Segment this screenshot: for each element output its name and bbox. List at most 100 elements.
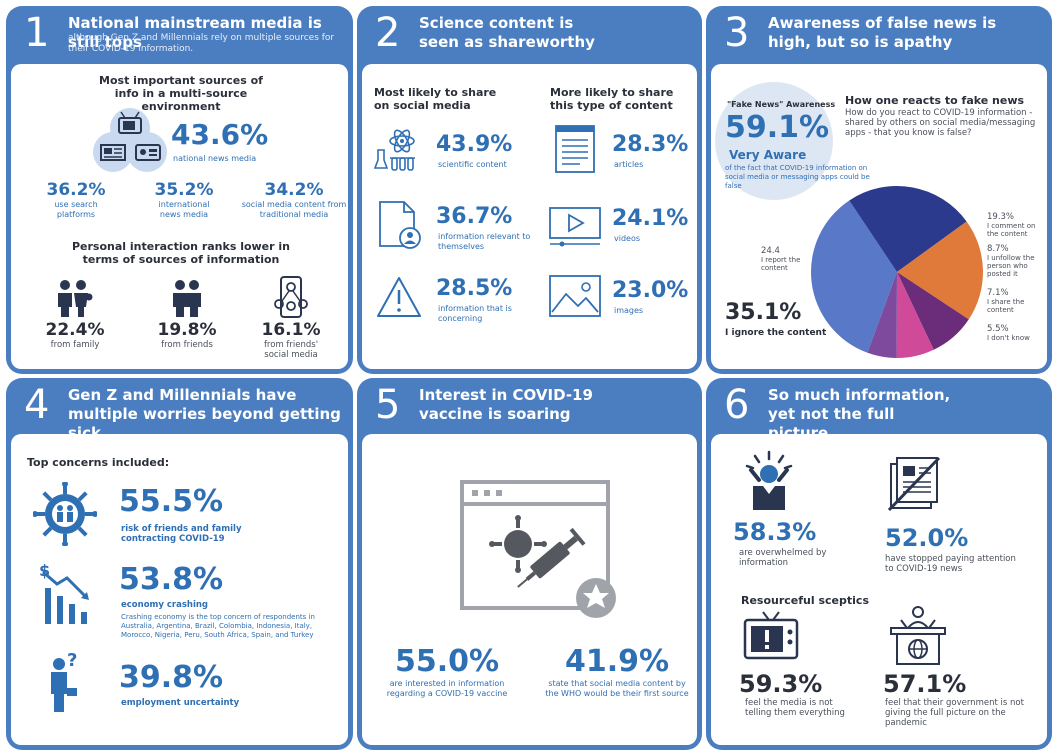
stat-value: 24.1% [612,206,689,231]
stat-value: 19.8% [157,320,217,340]
pie-label-report: 24.4 I report the content [761,246,811,272]
stat-value: 58.3% [733,518,817,546]
science-icon [374,129,415,171]
panel-body: Most likely to share on social media Mor… [362,64,697,369]
panel-number: 2 [375,10,401,56]
stat-label: use search platforms [54,200,98,219]
stat-label: from family [50,340,100,350]
pie-label-value: 19.3% [987,212,1015,222]
panel-body: 55.0% are interested in information rega… [362,434,697,745]
panel-body: Top concerns included: 55.5% risk of fri… [11,434,348,745]
concern-value: 39.8% [119,660,224,695]
article-icon [555,125,595,173]
panel-number: 1 [24,10,50,56]
pie-slice-comment [897,221,983,320]
stat-friends: 19.8% from friends [147,320,227,350]
panel-body: "Fake News" Awareness 59.1% Very Aware o… [711,64,1047,369]
panel-title: So much information, yet not the full pi… [768,386,951,442]
section-heading: Top concerns included: [27,456,170,469]
pie-label-text: I comment on the content [987,222,1036,238]
section-heading: Most important sources of info in a mult… [99,74,263,113]
no-news-icon [887,456,941,512]
column-heading: Most likely to share on social media [374,86,497,112]
stat-label: videos [614,234,641,243]
stat-label: from friends [161,340,213,350]
column-heading: More likely to share this type of conten… [550,86,674,112]
friends-icon [173,280,201,317]
panel-body: Most important sources of info in a mult… [11,64,348,369]
stat-label: articles [614,160,644,169]
stat-value: 22.4% [45,320,105,340]
stat-value: 36.2% [46,180,106,200]
stat-value: 28.3% [612,132,689,157]
image-icon [549,275,601,317]
stat-value: 55.0% [394,644,500,679]
stat-value: 34.2% [264,180,324,200]
stat-label: images [614,306,644,315]
panel-mainstream-media: 1 National mainstream media is still top… [6,6,353,374]
panel-title: Awareness of false news is high, but so … [768,14,997,51]
concern-value: 53.8% [119,562,224,597]
concern-label: economy crashing [121,600,209,610]
stat-value: 35.2% [154,180,214,200]
stat-label: from friends' social media [263,340,319,360]
stat-value: 41.9% [564,644,670,679]
stat-value: 16.1% [261,320,321,340]
stat-label: social media content from traditional me… [241,200,347,219]
stat-label: information relevant to themselves [438,232,531,251]
warning-icon [377,277,421,317]
stat-value: 23.0% [612,278,689,303]
panel-number: 3 [724,10,750,56]
panel-science-content: 2 Science content is seen as shareworthy… [357,6,702,374]
ignore-label: I ignore the content [725,328,827,338]
stat-value: 28.5% [436,276,513,301]
panel-number: 4 [24,382,50,428]
economy-chart-icon: $ [39,562,89,624]
stat-label: state that social media content by the W… [545,679,689,698]
panel-title: Science content is seen as shareworthy [419,14,595,51]
panel-worries: 4 Gen Z and Millennials have multiple wo… [6,378,353,750]
svg-text:?: ? [67,650,77,671]
stat-label: are interested in information regarding … [386,679,508,698]
stat-label: have stopped paying attention to COVID-1… [885,554,1016,574]
stat-value: 52.0% [885,524,969,552]
stat-label: are overwhelmed by information [739,548,827,568]
pie-label-share: 7.1% I share the content [987,288,1047,314]
video-icon [549,207,601,247]
concern-note: Crashing economy is the top concern of r… [121,613,315,639]
tv-alert-icon [743,611,799,660]
vaccine-browser-icon [460,480,616,618]
awareness-label: "Fake News" Awareness [727,100,836,109]
stat-family: 22.4% from family [35,320,115,350]
panel-body: 58.3% are overwhelmed by information 52.… [711,434,1047,745]
virus-family-icon [33,482,97,546]
panel-subtitle: although Gen Z and Millennials rely on m… [68,33,335,54]
concern-label: employment uncertainty [121,698,240,708]
main-stat-value: 43.6% [171,118,269,151]
stat-who-source: 41.9% state that social media content by… [542,644,692,699]
stat-value: 59.3% [739,670,823,698]
stat-value: 43.9% [436,132,513,157]
pie-label-unfollow: 8.7% I unfollow the person who posted it [987,244,1047,278]
pie-slice-report [849,186,967,272]
pie-label-dontknow: 5.5% I don't know [987,324,1047,342]
stat-international: 35.2% international news media [139,180,229,220]
stat-value: 36.7% [436,204,513,229]
panel-number: 6 [724,382,750,428]
panel-full-picture: 6 So much information, yet not the full … [706,378,1052,750]
pie-heading: How one reacts to fake news [845,94,1025,107]
social-network-icon [274,276,308,318]
pie-slice-unfollow [897,272,969,350]
pie-label-value: 8.7% [987,244,1009,254]
section-heading: Personal interaction ranks lower in term… [71,240,291,266]
pie-question: How do you react to COVID-19 information… [845,108,1036,138]
stat-label: international news media [158,200,210,219]
panel-title: Interest in COVID-19 vaccine is soaring [419,386,593,423]
pie-label-text: I report the content [761,256,801,272]
stat-label: feel that their government is not giving… [885,698,1024,728]
panel-vaccine: 5 Interest in COVID-19 vaccine is soarin… [357,378,702,750]
worried-person-icon: ? [51,650,77,712]
main-stat-label: national news media [173,154,257,163]
media-bubbles-icon [93,108,167,172]
ignore-value: 35.1% [725,300,802,325]
